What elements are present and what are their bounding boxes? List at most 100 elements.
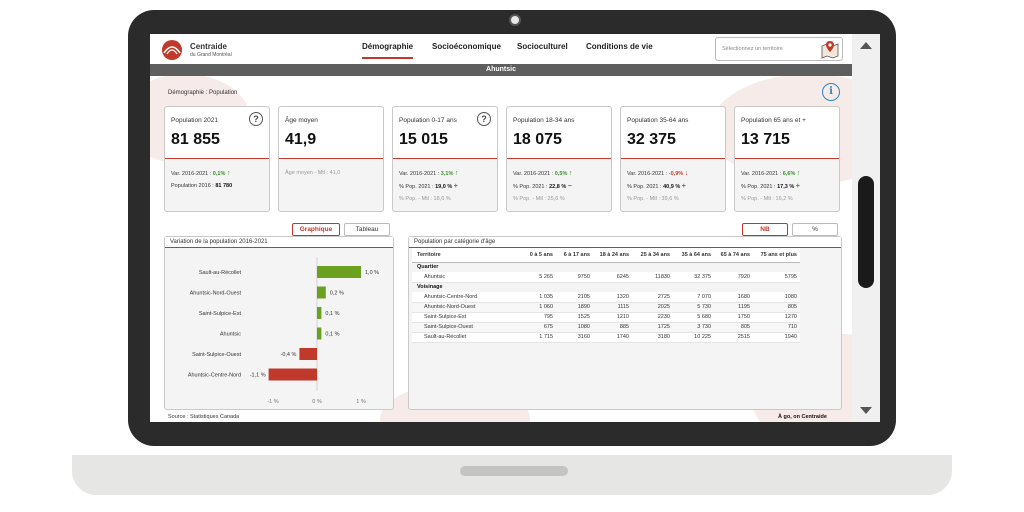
kpi-card-header: Population 65 ans et + 13 715 [735,107,839,159]
table-cell: 1525 [556,312,593,323]
trend-arrow-icon: + [453,183,458,190]
map-pin-icon[interactable] [820,39,840,59]
table-cell: 710 [753,322,800,333]
table-cell: 1680 [714,292,753,303]
table-panel-title: Population par catégorie d'âge [409,237,841,248]
kpi-card-line: % Pop. 2021 : 22,8 % − [513,183,572,190]
kpi-line-label: Var. 2016-2021 : [399,171,441,177]
table-cell: 1 035 [522,292,556,303]
trend-arrow-icon: ↑ [796,170,801,177]
percent-toggle[interactable]: % [792,223,838,236]
trend-arrow-icon: + [681,183,686,190]
table-cell: 1080 [753,292,800,303]
kpi-line-label: % Pop. 2021 : [513,184,550,190]
x-tick-label: 0 % [312,399,322,405]
kpi-line-label: % Pop. - Mtl : [399,196,434,202]
category-label: Saint-Sulpice-Ouest [192,352,241,358]
laptop-notch [460,466,568,476]
kpi-card-line: Var. 2016-2021 : 0,5% ↑ [513,170,572,177]
kpi-card-title: Population 0-17 ans [399,117,457,124]
data-label: 0,1 % [325,311,339,317]
tab-demographie[interactable]: Démographie [362,42,414,59]
territory-cell: Ahuntsic-Nord-Ouest [412,302,522,313]
kpi-card: Population 35-64 ans 32 375 Var. 2016-2021… [620,106,726,212]
kpi-line-label: % Pop. 2021 : [741,184,778,190]
kpi-line-value: 40,9 % [663,184,681,190]
trend-arrow-icon: ↑ [226,170,231,177]
table-cell: 795 [522,312,556,323]
tableau-toggle[interactable]: Tableau [344,223,390,236]
scrollbar-thumb[interactable] [858,176,874,288]
kpi-card-value: 41,9 [285,131,317,148]
column-header: 35 à 64 ans [673,248,714,263]
kpi-card-value: 32 375 [627,131,676,148]
tab-conditions-de-vie[interactable]: Conditions de vie [586,42,653,51]
tab-socioeconomique[interactable]: Socioéconomique [432,42,501,51]
table-row: Saint-Sulpice-Ouest 675 1080 885 1725 3 730 80… [412,322,800,333]
table-cell: 805 [714,322,753,333]
table-cell: 1270 [753,312,800,323]
age-category-table: Territoire 0 à 5 ans 6 à 17 ans 18 à 24 ans… [412,248,800,343]
kpi-line-label: % Pop. 2021 : [627,184,664,190]
info-icon[interactable]: i [822,83,840,101]
territory-cell: Sault-au-Récollet [412,332,522,343]
table-cell: 9750 [556,272,593,283]
table-cell: 2230 [632,312,673,323]
column-header: Territoire [412,248,522,263]
table-cell: 5 730 [673,302,714,313]
kpi-card-value: 15 015 [399,131,448,148]
table-row: Saint-Sulpice-Est 795 1525 1210 2230 5 680 175… [412,312,800,323]
kpi-card-header: Âge moyen 41,9 [279,107,383,159]
kpi-card-value: 13 715 [741,131,790,148]
data-label: 0,1 % [325,332,339,338]
territory-cell: Saint-Sulpice-Ouest [412,322,522,333]
column-header: 65 à 74 ans [714,248,753,263]
column-header: 75 ans et plus [753,248,800,263]
kpi-card-title: Population 35-64 ans [627,117,689,124]
scroll-up-icon[interactable] [860,42,872,49]
chart-bar [317,266,361,278]
variation-chart-panel: Variation de la population 2016-2021 Sau… [164,236,394,410]
category-label: Ahuntsic-Centre-Nord [188,373,241,379]
kpi-card-title: Population 18-34 ans [513,117,575,124]
kpi-card-line: % Pop. - Mtl : 18,6 % [399,196,451,202]
kpi-card-title: Population 2021 [171,117,218,124]
vertical-scrollbar[interactable] [852,34,880,422]
help-icon[interactable]: ? [249,112,263,126]
kpi-card-value: 18 075 [513,131,562,148]
kpi-line-value: 17,3 % [777,184,795,190]
table-cell: 1115 [593,302,632,313]
table-cell: 2515 [714,332,753,343]
data-label: 1,0 % [365,270,379,276]
kpi-line-value: 3,1% [440,171,454,177]
table-cell: 1210 [593,312,632,323]
graphique-toggle[interactable]: Graphique [292,223,340,236]
kpi-card-title: Âge moyen [285,117,318,124]
kpi-card-value: 81 855 [171,131,220,148]
chart-bar [317,327,322,340]
column-header: 18 à 24 ans [593,248,632,263]
kpi-card-line: % Pop. - Mtl : 25,6 % [513,196,565,202]
table-cell: 32 375 [673,272,714,283]
source-note: Source : Statistiques Canada [168,414,240,420]
help-icon[interactable]: ? [477,112,491,126]
table-cell: 6245 [593,272,632,283]
tab-socioculturel[interactable]: Socioculturel [517,42,568,51]
table-header-row: Territoire 0 à 5 ans 6 à 17 ans 18 à 24 ans… [412,248,800,263]
territory-selector[interactable]: Sélectionnez un territoire [715,37,843,61]
page-title: Ahuntsic [150,64,852,76]
table-cell: 885 [593,322,632,333]
kpi-line-value: 18,6 % [433,196,451,202]
category-label: Ahuntsic [220,332,241,338]
data-label: 0,2 % [330,291,344,297]
kpi-card: Population 0-17 ans 15 015? Var. 2016-2021… [392,106,498,212]
nb-toggle[interactable]: NB [742,223,788,236]
scroll-down-icon[interactable] [860,407,872,414]
kpi-card-line: Var. 2016-2021 : -0,9% ↓ [627,170,688,177]
table-cell: 11830 [632,272,673,283]
variation-bar-chart: Sault-au-Récollet 1,0 % Ahuntsic-Nord-Oues… [188,257,379,405]
table-group-row: Voisinage [412,282,800,292]
kpi-line-value: 0,5% [554,171,568,177]
table-cell: 10 225 [673,332,714,343]
credit-note: À go, on Centraide [778,414,827,420]
